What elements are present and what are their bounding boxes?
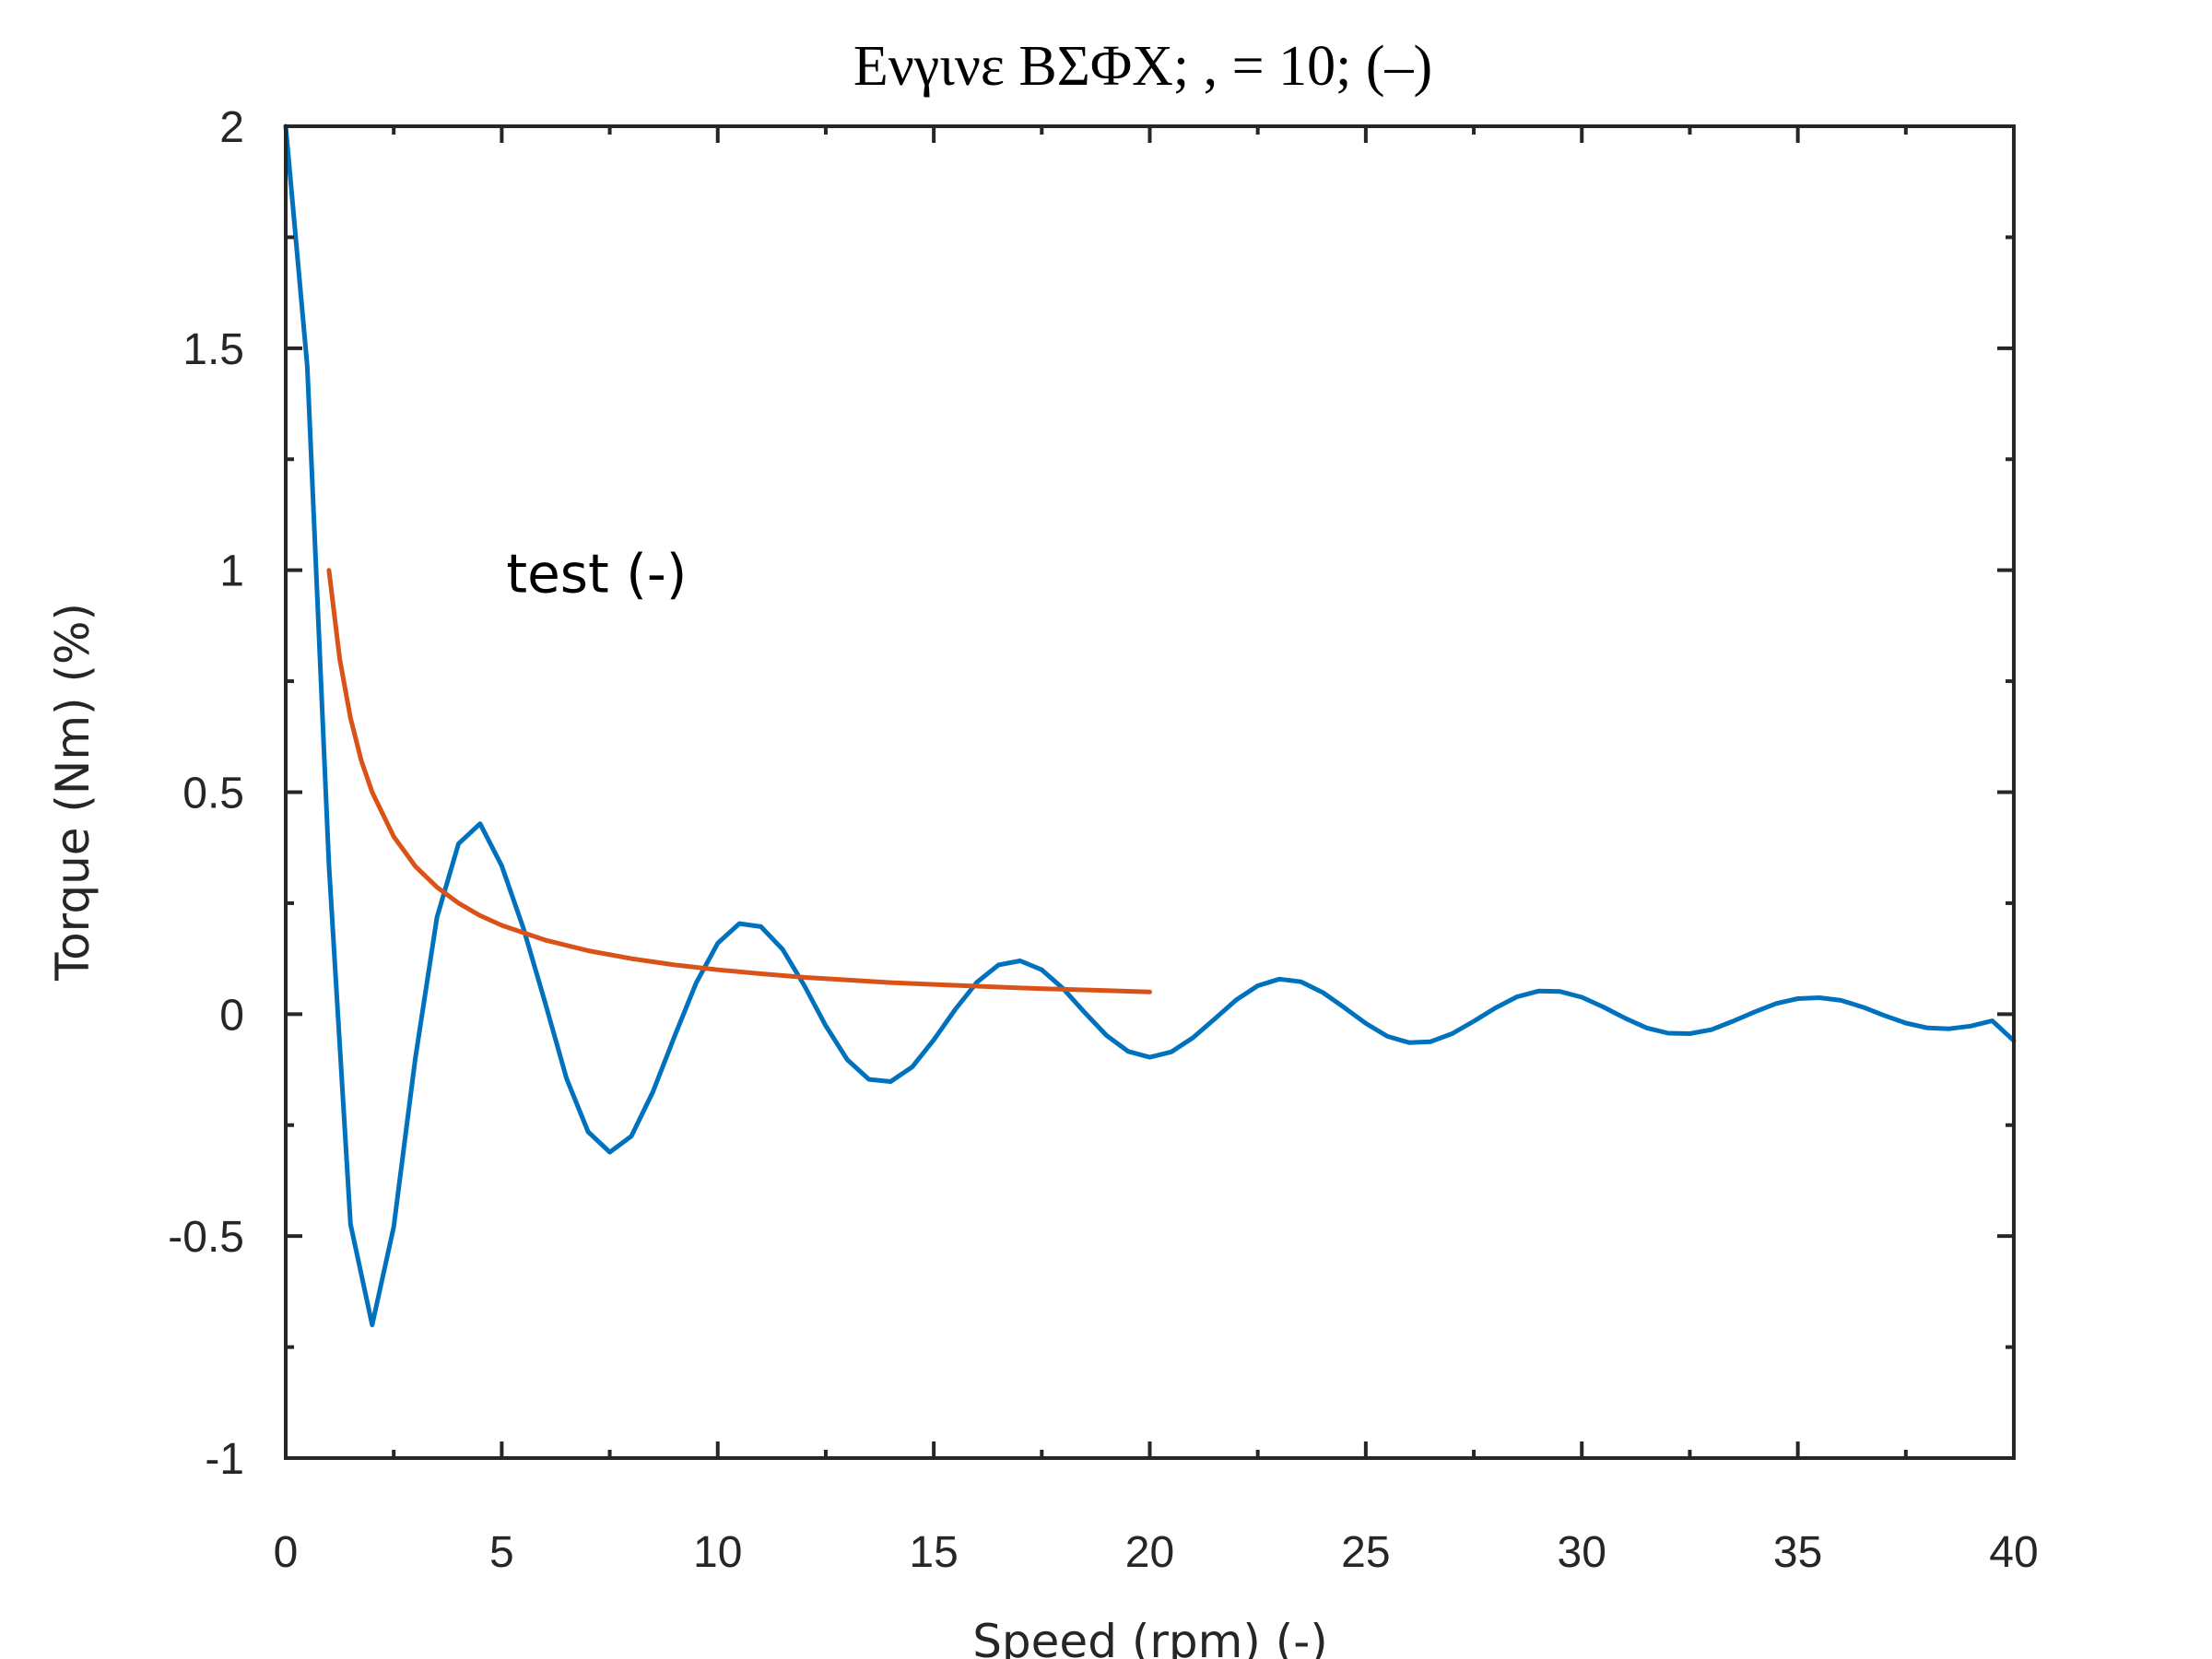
x-tick-label: 10 (693, 1528, 742, 1577)
series-layer (283, 124, 2017, 1327)
annotation-label: test (-) (506, 543, 687, 606)
x-tick-label: 5 (489, 1528, 514, 1577)
x-tick-label: 35 (1773, 1528, 1822, 1577)
y-tick-label: 0.5 (182, 770, 244, 818)
plot-frame (284, 124, 2016, 1460)
x-tick-label: 20 (1125, 1528, 1174, 1577)
x-axis-title: Speed (rpm) (-) (972, 1615, 1328, 1659)
series-line-1 (283, 124, 2017, 1327)
tick-layer (284, 124, 2016, 1460)
y-tick-label: 0 (219, 991, 244, 1040)
chart-title: Ενγινε ΒΣΦΧ; , = 10; (–) (853, 35, 1432, 98)
y-tick-label: -1 (205, 1435, 244, 1484)
series-line-2 (326, 568, 1152, 994)
y-tick-label: 2 (219, 103, 244, 152)
y-tick-label: 1 (219, 547, 244, 596)
y-axis-title: Torque (Nm) (%) (46, 603, 100, 982)
x-tick-label: 0 (274, 1528, 299, 1577)
tick-label-layer: 0 5 10 15 20 25 30 35 40 -1 -0.5 0 0.5 1 1.5 2 (168, 103, 2038, 1577)
annotation-layer: test (-) (506, 543, 687, 606)
x-tick-label: 30 (1558, 1528, 1606, 1577)
x-tick-label: 15 (909, 1528, 958, 1577)
y-tick-label: 1.5 (182, 325, 244, 374)
x-tick-label: 40 (1989, 1528, 2038, 1577)
x-tick-label: 25 (1341, 1528, 1390, 1577)
y-tick-label: -0.5 (168, 1213, 244, 1262)
